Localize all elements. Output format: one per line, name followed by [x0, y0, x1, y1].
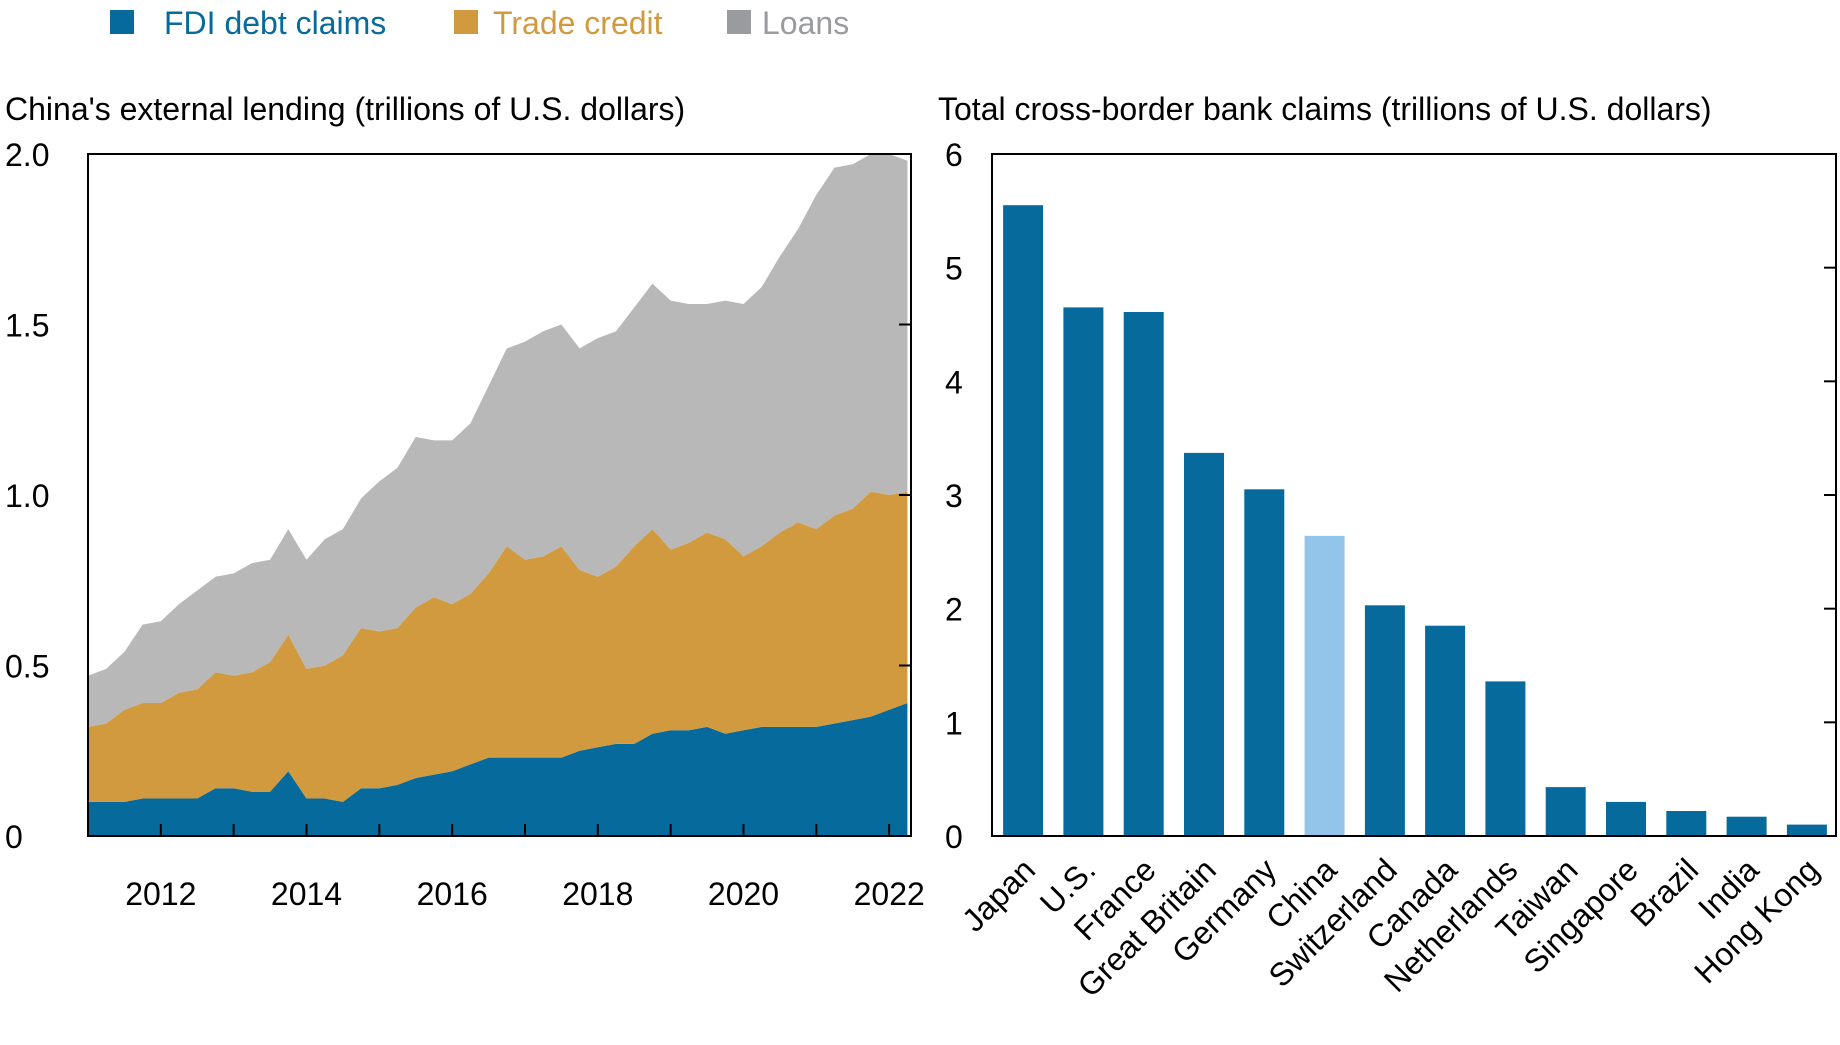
area-ytick-label: 2.0	[5, 137, 49, 173]
bar-chart-frame	[991, 153, 1837, 837]
bar-japan	[1003, 205, 1044, 836]
bar-category-label: Japan	[955, 851, 1042, 938]
area-fdi-debt-claims	[88, 703, 908, 836]
bar-ytick-label: 1	[945, 705, 963, 741]
area-ytick-label: 0	[5, 819, 23, 855]
bar-germany	[1244, 489, 1285, 836]
bar-ytick-label: 0	[945, 819, 963, 855]
area-trade-credit	[88, 491, 908, 802]
bar-chart-yticks: 0 1 2 3 4 5 6	[945, 137, 1836, 855]
legend-swatch-trade	[454, 10, 478, 34]
area-xtick-label: 2018	[562, 876, 633, 912]
area-chart: China's external lending (trillions of U…	[5, 91, 925, 912]
bar-ytick-label: 2	[945, 592, 963, 628]
area-loans	[88, 154, 908, 727]
area-ytick-label: 0.5	[5, 649, 49, 685]
bar-ytick-label: 6	[945, 137, 963, 173]
bar-canada	[1425, 625, 1466, 836]
bar-ytick-label: 4	[945, 364, 963, 400]
bar-chart-bars	[1003, 205, 1827, 836]
legend-swatch-loans	[727, 10, 751, 34]
bar-singapore	[1606, 801, 1646, 836]
bar-category-label: Brazil	[1623, 851, 1705, 933]
bar-ytick-label: 5	[945, 251, 963, 287]
area-xtick-label: 2020	[708, 876, 779, 912]
area-chart-yticks: 0 0.5 1.0 1.5 2.0	[5, 137, 911, 855]
bar-brazil	[1666, 811, 1707, 836]
bar-great-britain	[1184, 452, 1224, 836]
bar-u-s-	[1063, 307, 1104, 836]
legend-label-trade: Trade credit	[493, 5, 663, 41]
bar-china	[1304, 535, 1345, 836]
bar-hong-kong	[1786, 824, 1827, 836]
area-xtick-label: 2022	[854, 876, 925, 912]
legend-label-fdi: FDI debt claims	[164, 5, 386, 41]
bar-taiwan	[1545, 787, 1586, 836]
bar-switzerland	[1364, 605, 1405, 836]
area-xtick-label: 2016	[417, 876, 488, 912]
bar-chart: Total cross-border bank claims (trillion…	[938, 91, 1837, 1004]
area-chart-series	[88, 154, 908, 836]
area-ytick-label: 1.0	[5, 478, 49, 514]
bar-ytick-label: 3	[945, 478, 963, 514]
bar-india	[1726, 816, 1767, 836]
bar-france	[1123, 312, 1164, 836]
area-ytick-label: 1.5	[5, 308, 49, 344]
legend-label-loans: Loans	[762, 5, 849, 41]
bar-netherlands	[1485, 681, 1526, 836]
bar-chart-title: Total cross-border bank claims (trillion…	[938, 91, 1712, 127]
legend-swatch-fdi	[110, 10, 134, 34]
area-xtick-label: 2014	[271, 876, 342, 912]
area-chart-xticks: 2012 2014 2016 2018 2020 2022	[125, 824, 925, 912]
area-xtick-label: 2012	[125, 876, 196, 912]
legend: FDI debt claims Trade credit Loans	[110, 5, 849, 41]
area-chart-title: China's external lending (trillions of U…	[5, 91, 685, 127]
